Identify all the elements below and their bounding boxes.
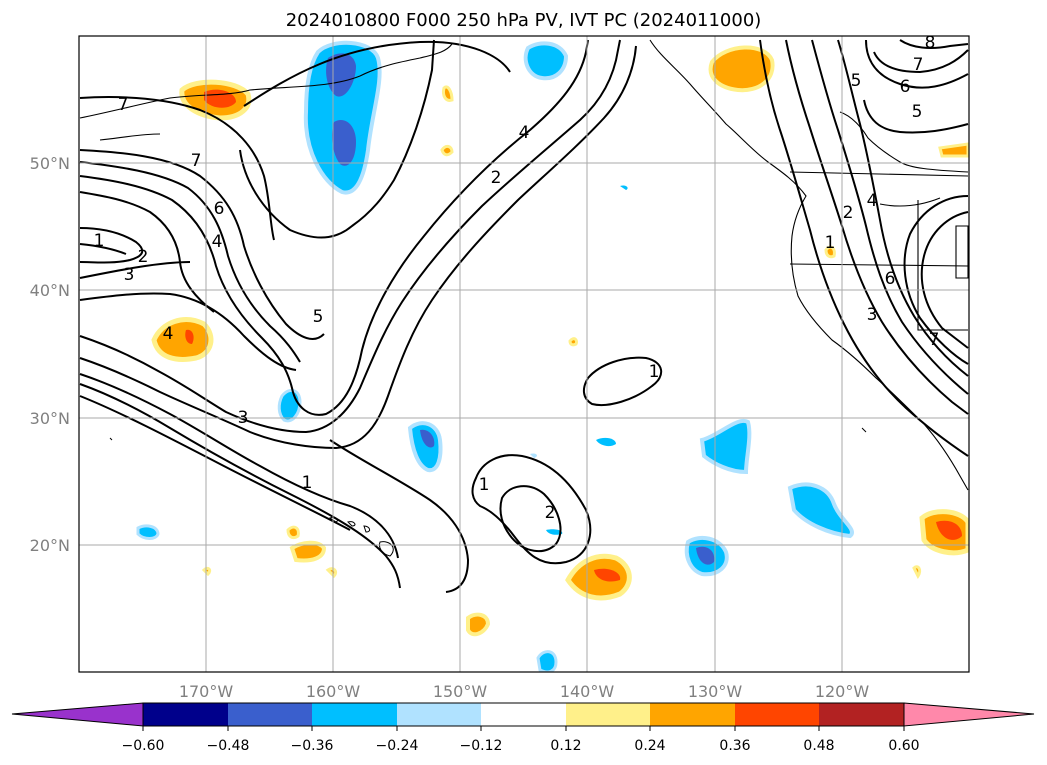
contour-label: 1	[825, 233, 836, 253]
contour-label: 2	[545, 503, 556, 523]
contour-label: 3	[867, 305, 878, 325]
contour-3	[79, 39, 621, 434]
lon-tick-label: 160°W	[306, 682, 361, 701]
contour-label: 8	[925, 33, 936, 53]
neg-blob-north	[523, 41, 569, 81]
contour-label: 4	[212, 232, 223, 252]
contour-1-east	[582, 356, 662, 406]
lon-tick-label: 140°W	[560, 682, 615, 701]
contour-label: 7	[913, 55, 924, 75]
colorbar-segment	[819, 703, 904, 726]
contour-label: 5	[851, 71, 862, 91]
map-frame	[78, 35, 970, 673]
contour-2-central	[499, 485, 562, 553]
neg-blob-125w	[787, 482, 854, 539]
colorbar-segment	[143, 703, 228, 726]
lat-tick-label: 30°N	[30, 409, 70, 428]
colorbar-tick-label: 0.24	[634, 738, 665, 754]
contour-label: 6	[885, 269, 896, 289]
contour-label: 1	[479, 475, 490, 495]
colorbar-tick-label: 0.60	[888, 738, 919, 754]
lon-tick-labels: 170°W 160°W 150°W 140°W 130°W 120°W	[179, 682, 870, 701]
contour-label: 7	[191, 151, 202, 171]
colorbar-tick-label: 0.36	[719, 738, 750, 754]
graticule	[79, 36, 969, 672]
contour-label: 4	[519, 123, 530, 143]
map-area	[79, 36, 969, 672]
colorbar-ticks	[142, 726, 905, 731]
contour-label: 4	[867, 191, 878, 211]
colorbar-segment	[735, 703, 819, 726]
pv-contours	[79, 39, 969, 593]
lat-tick-labels: 50°N 40°N 30°N 20°N	[30, 154, 70, 555]
contour-label: 5	[912, 102, 923, 122]
pos-blob-ne	[708, 45, 775, 93]
neg-blob-30n-160w	[277, 388, 302, 423]
colorbar-tick-label: 0.48	[803, 738, 834, 754]
contour-label: 6	[214, 199, 225, 219]
colorbar-tick-label: −0.48	[207, 738, 250, 754]
map-title: 2024010800 F000 250 hPa PV, IVT PC (2024…	[285, 10, 762, 31]
colorbar-tick-label: −0.36	[291, 738, 334, 754]
colorbar-tick-label: −0.24	[376, 738, 419, 754]
contour-2	[79, 45, 637, 450]
contour-label: 6	[900, 77, 911, 97]
colorbar-extend-low	[11, 702, 144, 727]
contour-label: 7	[929, 330, 940, 350]
ivt-negative-shading	[136, 40, 854, 672]
contour-label: 3	[238, 408, 249, 428]
contour-7-inner	[243, 40, 511, 107]
contour-label: 3	[124, 265, 135, 285]
colorbar-segment	[481, 703, 566, 726]
colorbar: −0.60 −0.48 −0.36 −0.24 −0.12 0.12 0.24 …	[11, 702, 1035, 754]
lat-tick-label: 40°N	[30, 281, 70, 300]
colorbar-segment	[312, 703, 397, 726]
lon-tick-label: 120°W	[815, 682, 870, 701]
contour-label: 1	[94, 231, 105, 251]
lat-tick-label: 20°N	[30, 536, 70, 555]
contour-label: 7	[118, 95, 129, 115]
neg-blob-130w	[699, 418, 752, 475]
contour-label: 1	[649, 362, 660, 382]
neg-blob-south	[536, 650, 558, 672]
colorbar-extend-high	[903, 702, 1035, 727]
contour-1-central	[471, 454, 592, 565]
contour-label: 2	[138, 247, 149, 267]
contour-label: 5	[313, 307, 324, 327]
pos-blob-35n	[151, 317, 214, 362]
colorbar-segment	[566, 703, 650, 726]
colorbar-tick-label: −0.60	[122, 738, 165, 754]
neg-blob-150w	[407, 421, 443, 473]
neg-blob-gulf-alaska	[303, 40, 382, 195]
lon-tick-label: 170°W	[179, 682, 234, 701]
contour-labels: 7 7 6 4 1 2 3 4 5 3 1 4 2 1 2 1 5 8 7 6 …	[94, 33, 940, 523]
contour-7-west	[79, 96, 275, 241]
neg-blob-west	[136, 524, 160, 540]
colorbar-segment	[228, 703, 312, 726]
lon-tick-label: 150°W	[433, 682, 488, 701]
colorbar-tick-label: −0.12	[460, 738, 503, 754]
contour-1	[79, 373, 399, 559]
colorbar-segment	[397, 703, 481, 726]
colorbar-tick-label: 0.12	[550, 738, 581, 754]
contour-label: 2	[491, 168, 502, 188]
contour-label: 4	[163, 324, 174, 344]
contour-label: 2	[843, 203, 854, 223]
lon-tick-label: 130°W	[688, 682, 743, 701]
lat-tick-label: 50°N	[30, 154, 70, 173]
colorbar-segment	[650, 703, 735, 726]
contour-label: 1	[302, 473, 313, 493]
